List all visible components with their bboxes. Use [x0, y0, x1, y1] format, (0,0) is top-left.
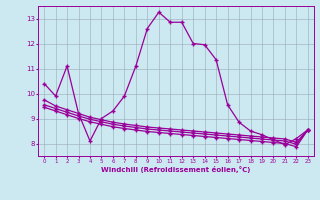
X-axis label: Windchill (Refroidissement éolien,°C): Windchill (Refroidissement éolien,°C)	[101, 166, 251, 173]
